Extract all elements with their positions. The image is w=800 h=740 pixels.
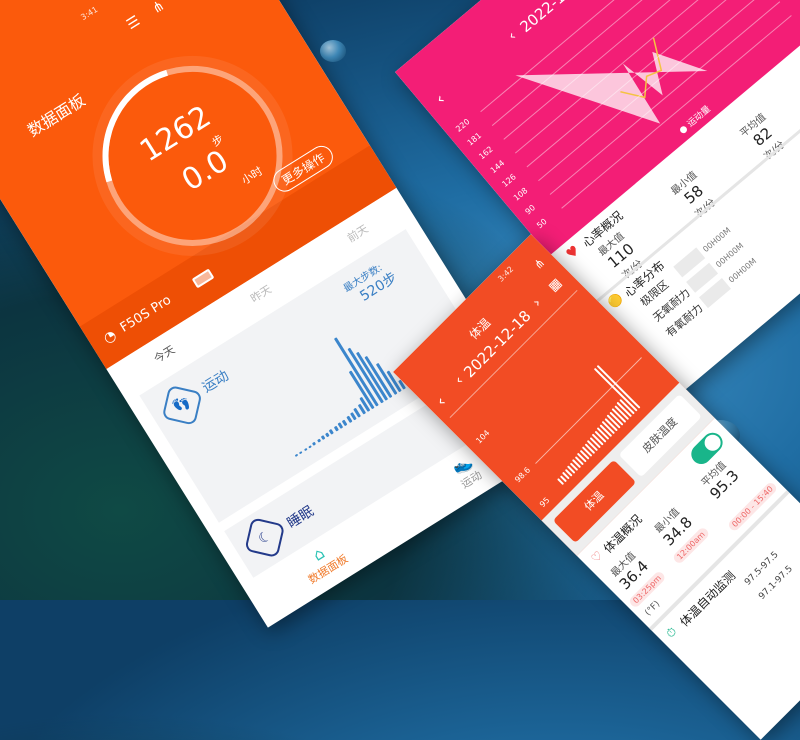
step-bar (325, 432, 330, 438)
raindrop (320, 40, 346, 62)
step-bar (312, 441, 317, 446)
monitor-icon: ⏱ (663, 624, 680, 641)
step-bar (334, 336, 380, 407)
unit-label: (°F) (643, 599, 663, 619)
step-bar (299, 450, 303, 455)
heart-icon: ♥ (563, 242, 584, 263)
step-bar (333, 426, 339, 432)
heart-rate-screen: ‹ 心率 ‹ 2022-12-18 › ▦ ● 运动量 ♥ 心率概况 最大值11… (395, 0, 800, 402)
tab-yesterday[interactable]: 昨天 (248, 282, 274, 306)
thermometer-icon: ♡ (588, 548, 606, 566)
tab-day-before[interactable]: 前天 (345, 222, 371, 245)
step-bar (329, 428, 335, 435)
sleep-label: 睡眠 (284, 503, 317, 532)
step-bar (303, 447, 308, 452)
stat-min: 最小值58次/分 (669, 169, 718, 221)
dist-value: 00H00M (726, 256, 759, 285)
activity-line (620, 37, 663, 99)
step-bar (341, 419, 348, 427)
footprints-icon: 👣 (159, 382, 206, 429)
tab-today[interactable]: 今天 (151, 343, 178, 366)
step-bar (320, 435, 326, 441)
stat-avg: 平均值82次/分 (738, 111, 787, 163)
step-bar (307, 444, 312, 449)
step-bar (316, 438, 321, 443)
heart-rate-area (515, 51, 708, 124)
moon-icon: ☾ (241, 514, 288, 561)
activity-label: 运动 (199, 367, 232, 397)
step-bar (337, 422, 344, 429)
step-bar (294, 453, 299, 457)
auto-monitor-label: 体温自动监测 (677, 568, 739, 630)
heart-rate-line (515, 37, 708, 124)
